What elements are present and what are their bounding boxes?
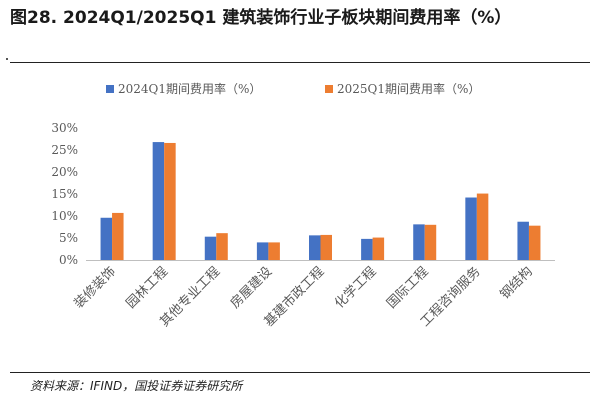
bar [476, 193, 489, 260]
bar [112, 212, 124, 260]
figure-title: 图28. 2024Q1/2025Q1 建筑装饰行业子板块期间费用率（%） [10, 8, 512, 28]
margin-dot [6, 58, 8, 60]
x-tick-label: 装修装饰 [71, 264, 118, 311]
bottom-rule [10, 372, 590, 373]
x-tick-label: 国际工程 [384, 264, 431, 311]
bar [465, 197, 477, 260]
bar [268, 242, 280, 260]
legend-label: 2024Q1期间费用率（%） [118, 81, 261, 96]
bar [309, 235, 321, 260]
bar [528, 225, 541, 260]
bar [164, 142, 176, 260]
y-tick-label: 30% [51, 121, 78, 135]
bar-series [100, 142, 541, 260]
bar [320, 234, 332, 260]
bar [216, 233, 228, 260]
y-tick-label: 0% [59, 253, 78, 267]
bar [413, 224, 425, 260]
bar [100, 217, 113, 260]
bar [517, 221, 529, 260]
legend-swatch [106, 85, 114, 93]
y-tick-label: 20% [51, 165, 78, 179]
x-tick-label: 钢结构 [498, 264, 536, 302]
y-tick-label: 5% [59, 231, 78, 245]
top-rule [10, 62, 590, 63]
x-tick-label: 园林工程 [124, 264, 171, 311]
x-tick-label: 化学工程 [331, 264, 379, 312]
bar [256, 242, 269, 260]
x-tick-label: 房屋建设 [227, 264, 275, 312]
bar [372, 237, 385, 260]
legend-label: 2025Q1期间费用率（%） [337, 81, 480, 96]
y-tick-label: 15% [51, 187, 78, 201]
bar [361, 238, 373, 260]
y-axis: 0% 5% 10% 15% 20% 25% 30% [51, 121, 78, 267]
y-tick-label: 10% [51, 209, 78, 223]
y-tick-label: 25% [51, 143, 78, 157]
legend-swatch [325, 85, 333, 93]
chart-legend: 2024Q1期间费用率（%） 2025Q1期间费用率（%） [106, 81, 480, 96]
bar [204, 236, 217, 260]
bar [152, 142, 165, 260]
source-note: 资料来源：IFIND，国投证券证券研究所 [30, 379, 243, 393]
bar [424, 224, 437, 260]
